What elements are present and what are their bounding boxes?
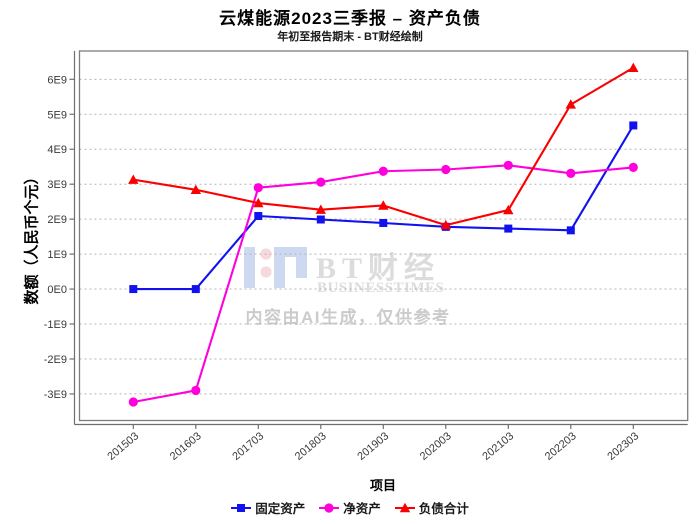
y-tick-label: 1E9 (47, 249, 67, 261)
y-tick-label: -2E9 (44, 354, 67, 366)
circle-marker-icon (319, 502, 340, 513)
legend: 固定资产 净资产 负债合计 (0, 498, 700, 517)
y-tick-label: -1E9 (44, 319, 67, 331)
y-tick-label: 2E9 (47, 214, 67, 226)
gridlines: 6E9 5E9 4E9 3E9 2E9 1E9 0E0 -1E9 -2E9 -3E9 (44, 74, 688, 401)
square-marker-icon (231, 503, 252, 512)
y-tick-label: 6E9 (47, 74, 67, 86)
series-net-assets (128, 160, 638, 407)
triangle-marker-icon (394, 502, 415, 512)
x-tick-label: 201803 (293, 430, 329, 463)
legend-item-net-assets[interactable]: 净资产 (319, 498, 381, 517)
x-tick-label: 202103 (480, 430, 516, 463)
legend-item-total-liabilities[interactable]: 负债合计 (394, 498, 469, 517)
chart-subtitle: 年初至报告期末 - BT财经绘制 (277, 31, 423, 43)
y-tick-label: 3E9 (47, 179, 67, 191)
y-tick-label: 0E0 (47, 284, 67, 296)
x-tick-label: 201703 (230, 430, 266, 463)
x-tick-label: 201503 (105, 430, 141, 463)
y-tick-label: 4E9 (47, 144, 67, 156)
x-tick-label: 201903 (355, 430, 391, 463)
x-tick-label: 202203 (543, 430, 579, 463)
series-fixed-assets (129, 121, 638, 294)
chart-title: 云煤能源2023三季报 – 资产负债 (219, 9, 481, 28)
series-total-liabilities (128, 62, 639, 230)
legend-label: 固定资产 (255, 502, 306, 516)
watermark-brand-cn: BT财经 (316, 252, 441, 285)
y-tick-label: 5E9 (47, 109, 67, 121)
watermark-brand-en: BUSINESSTIMES (317, 280, 445, 296)
bt-logo-icon (244, 247, 307, 288)
watermark-disclaimer: 内容由AI生成，仅供参考 (245, 308, 451, 327)
x-tick-label: 202003 (418, 430, 454, 463)
y-axis-label: 数额（人民币个元） (23, 169, 41, 305)
legend-label: 净资产 (343, 502, 381, 516)
legend-label: 负债合计 (418, 502, 469, 516)
x-axis-label: 项目 (369, 478, 397, 493)
plot-border (78, 50, 689, 422)
x-tick-label: 202303 (605, 430, 641, 463)
x-tick-label: 201603 (168, 430, 204, 463)
x-tick-labels: 201503 201603 201703 201803 201903 202003 2021… (105, 424, 641, 463)
legend-item-fixed-assets[interactable]: 固定资产 (231, 498, 305, 517)
y-tick-label: -3E9 (44, 389, 67, 401)
